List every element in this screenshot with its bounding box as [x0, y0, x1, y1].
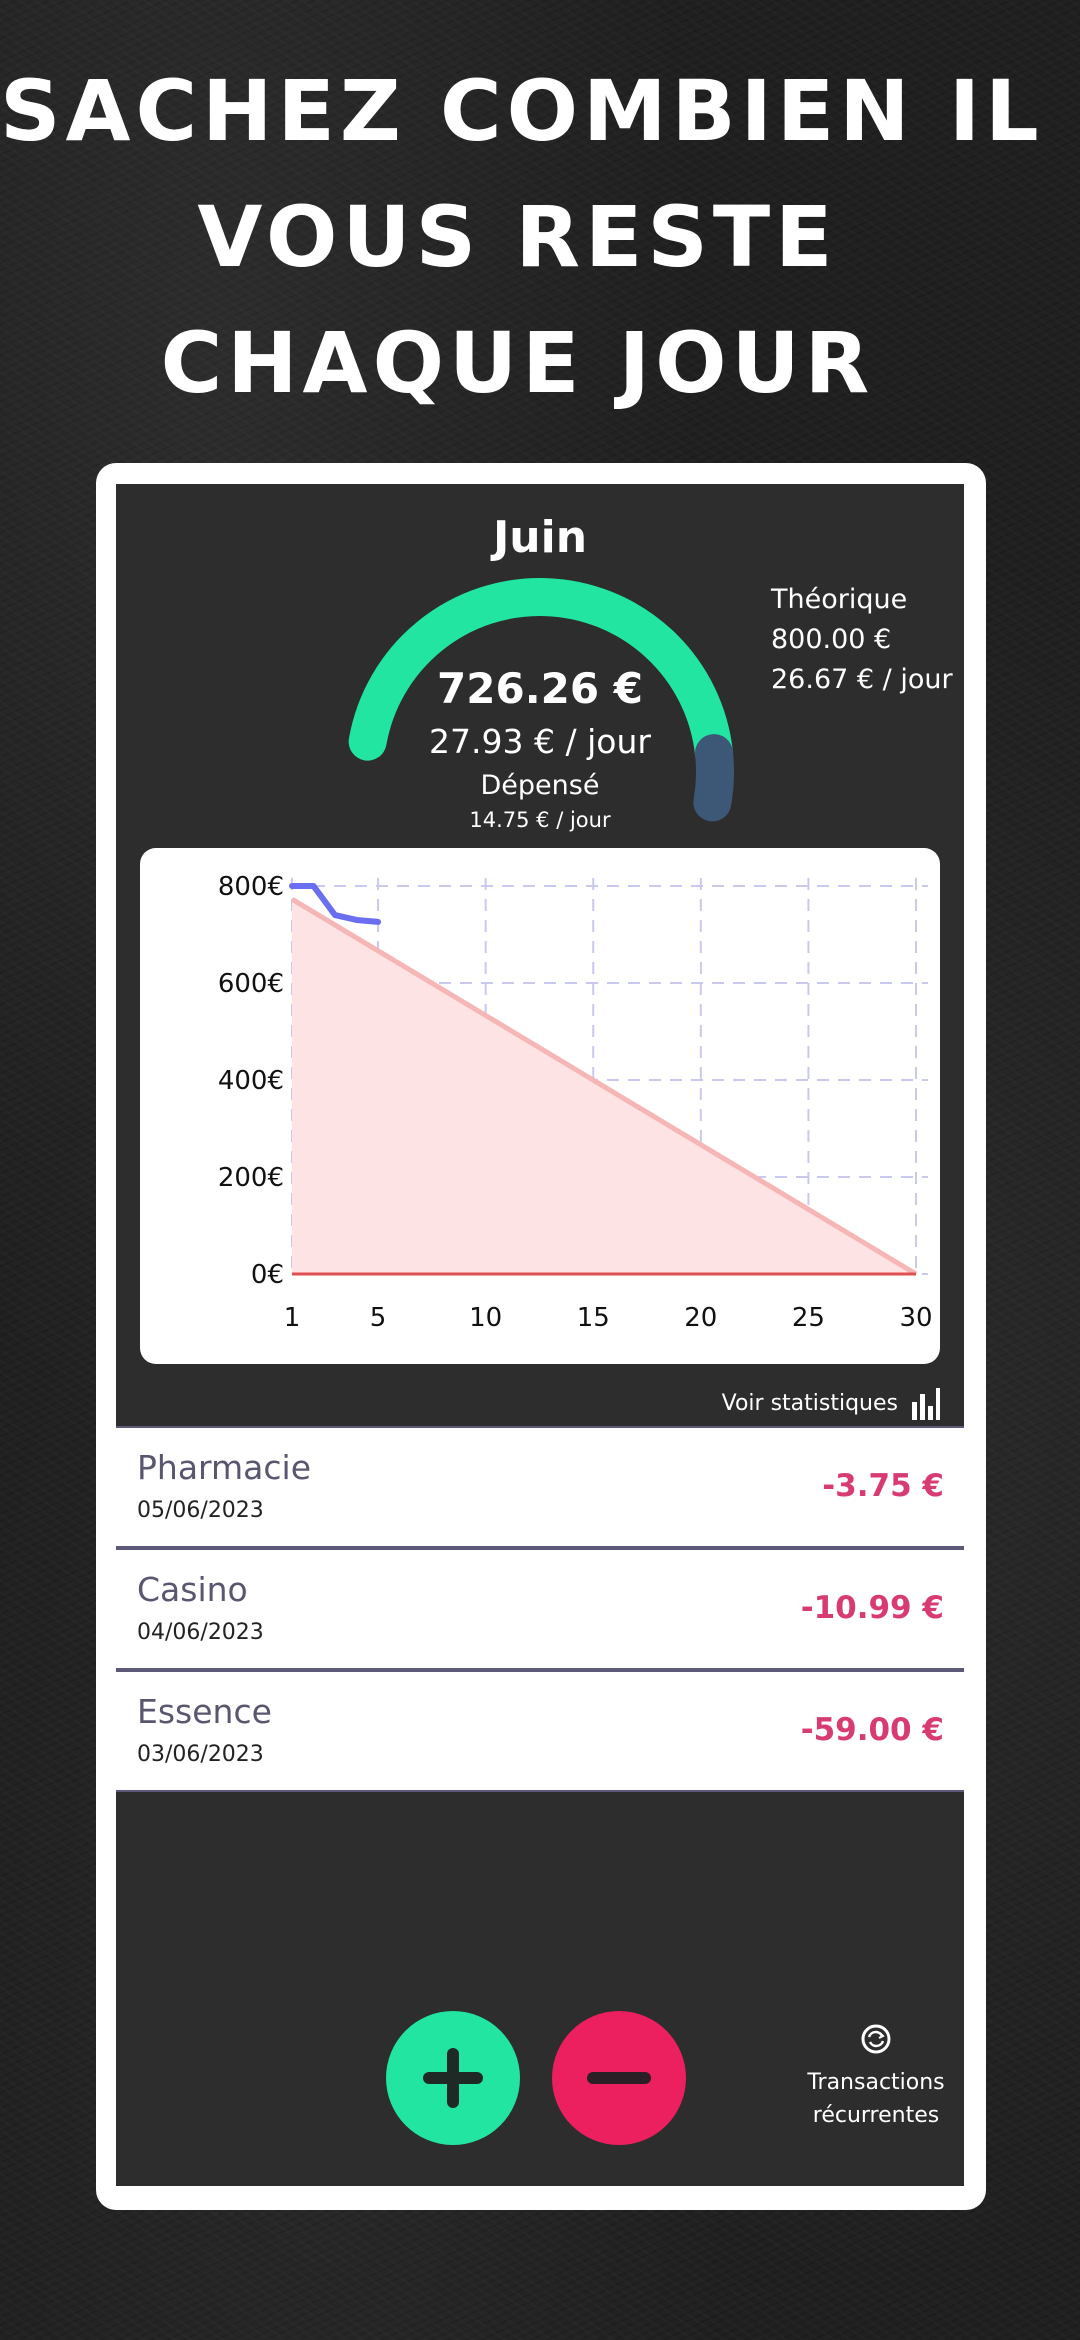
spent-per-day: 14.75 € / jour — [469, 808, 611, 832]
theoretical-summary: Théorique 800.00 € 26.67 € / jour — [771, 580, 953, 700]
transaction-amount: -59.00 € — [800, 1712, 944, 1748]
minus-icon — [587, 2072, 651, 2084]
y-tick-label: 800€ — [218, 872, 284, 902]
transaction-name: Pharmacie — [137, 1448, 312, 1487]
gauge-spent-arc — [693, 734, 734, 822]
x-tick-label: 25 — [792, 1303, 825, 1333]
recurring-icon — [861, 2024, 891, 2054]
remaining-per-day: 27.93 € / jour — [429, 722, 651, 761]
y-tick-label: 400€ — [218, 1066, 284, 1096]
view-statistics-label: Voir statistiques — [721, 1390, 898, 1416]
balance-chart-svg: 0€200€400€600€800€1 5 10 15 20 25 30 — [218, 872, 933, 1333]
headline-line-3: CHAQUE JOUR — [160, 314, 875, 412]
headline-line-2: VOUS RESTE — [197, 188, 838, 286]
recurring-label-line-1: Transactions — [807, 2070, 945, 2095]
spent-label: Dépensé — [480, 770, 600, 801]
x-tick-label: 1 — [284, 1303, 301, 1333]
transaction-name: Casino — [137, 1570, 248, 1609]
y-tick-label: 600€ — [218, 969, 284, 999]
x-tick-label: 5 — [370, 1303, 387, 1333]
theoretical-amount: 800.00 € — [771, 624, 892, 655]
balance-line — [289, 883, 382, 925]
theoretical-area — [292, 899, 916, 1274]
transaction-date: 05/06/2023 — [137, 1498, 264, 1523]
transaction-amount: -10.99 € — [800, 1590, 944, 1626]
transaction-date: 03/06/2023 — [137, 1742, 264, 1767]
theoretical-line — [290, 896, 918, 1277]
plus-icon — [423, 2048, 483, 2108]
gauge-remaining-arc — [348, 578, 733, 773]
transaction-date: 04/06/2023 — [137, 1620, 264, 1645]
remaining-amount: 726.26 € — [437, 664, 643, 713]
transaction-amount: -3.75 € — [822, 1468, 944, 1504]
x-tick-label: 30 — [899, 1303, 932, 1333]
budget-gauge — [348, 578, 734, 822]
theoretical-label: Théorique — [771, 584, 908, 615]
x-tick-label: 15 — [577, 1303, 610, 1333]
recurring-transactions-button[interactable]: Transactions récurrentes — [786, 2022, 964, 2132]
recurring-label-line-2: récurrentes — [812, 2103, 940, 2128]
transaction-row[interactable]: Pharmacie 05/06/2023 -3.75 € — [116, 1426, 964, 1548]
x-tick-label: 20 — [684, 1303, 717, 1333]
view-statistics-link[interactable]: Voir statistiques — [722, 1386, 940, 1420]
balance-chart: 0€ 200€ 400€ 600€ 800€ 1 5 10 15 20 25 30 — [140, 848, 940, 1364]
bar-chart-icon — [912, 1388, 940, 1420]
add-income-button[interactable] — [386, 2011, 520, 2145]
x-tick-label: 10 — [469, 1303, 502, 1333]
theoretical-per-day: 26.67 € / jour — [771, 664, 953, 695]
transaction-name: Essence — [137, 1692, 272, 1731]
headline-line-1: SACHEZ COMBIEN IL — [0, 62, 1044, 160]
add-expense-button[interactable] — [552, 2011, 686, 2145]
y-tick-label: 200€ — [218, 1163, 284, 1193]
y-tick-label: 0€ — [251, 1260, 284, 1290]
transaction-row[interactable]: Casino 04/06/2023 -10.99 € — [116, 1548, 964, 1670]
transaction-row[interactable]: Essence 03/06/2023 -59.00 € — [116, 1670, 964, 1792]
promo-headline: SACHEZ COMBIEN IL VOUS RESTE CHAQUE JOUR — [0, 48, 1044, 426]
month-title: Juin — [492, 512, 588, 563]
app-screen: Juin 726.26 € 27.93 € / jour Dépensé 14.… — [116, 484, 964, 2186]
